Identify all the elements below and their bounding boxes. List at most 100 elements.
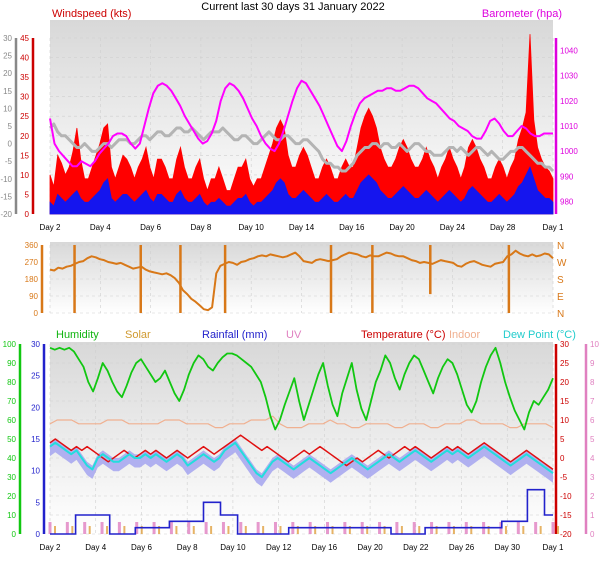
uv-bar	[516, 522, 520, 534]
wind-direction-line	[49, 249, 554, 312]
x-tick-label: Day 28	[490, 223, 516, 232]
humidity-tick-label: 100	[3, 340, 17, 349]
solar-bar	[487, 526, 490, 534]
x-tick-label: Day 4	[90, 223, 111, 232]
temperature-tick-label: -5	[560, 473, 568, 482]
x-tick-label: Day 10	[239, 223, 265, 232]
compass-tick-label: E	[557, 292, 564, 303]
temperature-tick-label: 0	[560, 454, 565, 463]
barometer-tick-label: 1000	[560, 147, 578, 156]
uv-tick-label: 8	[590, 378, 595, 387]
uv-tick-label: 9	[590, 359, 595, 368]
windspeed-tick-label: 15	[20, 151, 29, 160]
rainfall-line	[50, 488, 553, 535]
wind-secondary-tick-label: 30	[3, 34, 12, 43]
direction-gridlines	[49, 244, 554, 314]
legend: Humidity Solar Rainfall (mm) UV Temperat…	[56, 329, 576, 341]
wind-secondary-tick-label: 25	[3, 52, 12, 61]
temperature-tick-label: -20	[560, 530, 572, 539]
humidity-tick-label: 90	[7, 359, 16, 368]
windspeed-tick-label: 30	[20, 93, 29, 102]
x-tick-label: Day 20	[357, 543, 383, 552]
uv-bar	[204, 522, 208, 534]
direction-degrees-tick-label: 90	[29, 292, 38, 301]
humidity-line	[49, 346, 554, 431]
rainfall-tick-label: 5	[36, 498, 41, 507]
solar-bar	[383, 526, 386, 534]
rainfall-tick-label: 15	[31, 435, 40, 444]
legend-solar: Solar	[125, 329, 151, 341]
uv-bar	[187, 522, 191, 534]
uv-bar	[273, 522, 277, 534]
temperature-tick-label: -15	[560, 511, 572, 520]
solar-bar	[314, 526, 317, 534]
x-tick-label: Day 8	[177, 543, 198, 552]
windspeed-tick-label: 45	[20, 34, 29, 43]
solar-bar	[331, 526, 334, 534]
legend-rainfall: Rainfall (mm)	[202, 329, 267, 341]
x-tick-label: Day 10	[220, 543, 246, 552]
wind-series	[48, 34, 555, 215]
solar-bar	[106, 526, 109, 534]
solar-bar	[158, 526, 161, 534]
temperature-tick-label: -10	[560, 492, 572, 501]
uv-bar	[221, 522, 225, 534]
barometer-tick-label: 990	[560, 172, 574, 181]
x-tick-label: Day 12	[266, 543, 292, 552]
rainfall-tick-label: 25	[31, 372, 40, 381]
direction-degrees-tick-label: 270	[25, 258, 39, 267]
indoor-line	[49, 415, 554, 429]
solar-bar	[123, 526, 126, 534]
temperature-gridlines	[49, 343, 554, 535]
x-tick-label: Day 1	[543, 223, 564, 232]
legend-temperature: Temperature (°C)	[361, 329, 445, 341]
x-tick-label: Day 30	[495, 543, 521, 552]
uv-bar	[551, 522, 555, 534]
temperature-axes: 0102030405060708090100051015202530-20-15…	[3, 340, 600, 552]
barometer-line	[49, 79, 553, 168]
wind-secondary-tick-label: -5	[5, 157, 13, 166]
compass-tick-label: S	[557, 275, 564, 286]
windspeed-tick-label: 35	[20, 73, 29, 82]
uv-tick-label: 6	[590, 416, 595, 425]
solar-bar	[296, 526, 299, 534]
solar-bar	[557, 526, 559, 534]
direction-degrees-tick-label: 0	[34, 309, 39, 318]
direction-series	[49, 245, 554, 313]
temperature-plot-bg	[50, 342, 553, 534]
rainfall-tick-label: 10	[31, 467, 40, 476]
uv-tick-label: 2	[590, 492, 595, 501]
windspeed-tick-label: 40	[20, 54, 29, 63]
solar-bar	[54, 526, 56, 534]
solar-bar	[348, 526, 351, 534]
solar-bar	[71, 526, 74, 534]
barometer-label: Barometer (hpa)	[482, 8, 562, 20]
solar-bar	[539, 526, 542, 534]
solar-bar	[175, 526, 178, 534]
solar-bar	[88, 526, 91, 534]
x-tick-label: Day 6	[131, 543, 152, 552]
solar-bar	[452, 526, 455, 534]
x-tick-label: Day 1	[543, 543, 564, 552]
windspeed-tick-label: 20	[20, 132, 29, 141]
temperature-tick-label: 30	[560, 340, 569, 349]
x-tick-label: Day 6	[140, 223, 161, 232]
solar-bar	[504, 526, 507, 534]
rainfall-tick-label: 30	[31, 340, 40, 349]
barometer-tick-label: 980	[560, 197, 574, 206]
direction-degrees-tick-label: 360	[25, 241, 39, 250]
uv-bar	[412, 522, 416, 534]
uv-tick-label: 0	[590, 530, 595, 539]
x-tick-label: Day 14	[289, 223, 315, 232]
temperature-tick-label: 10	[560, 416, 569, 425]
solar-bar	[244, 526, 247, 534]
wind-secondary-tick-label: -20	[0, 210, 12, 219]
temperature-tick-label: 5	[560, 435, 565, 444]
uv-tick-label: 7	[590, 397, 595, 406]
humidity-tick-label: 0	[12, 530, 17, 539]
direction-degrees-tick-label: 180	[25, 275, 39, 284]
uv-tick-label: 10	[590, 340, 599, 349]
wind-secondary-tick-label: 10	[3, 104, 12, 113]
